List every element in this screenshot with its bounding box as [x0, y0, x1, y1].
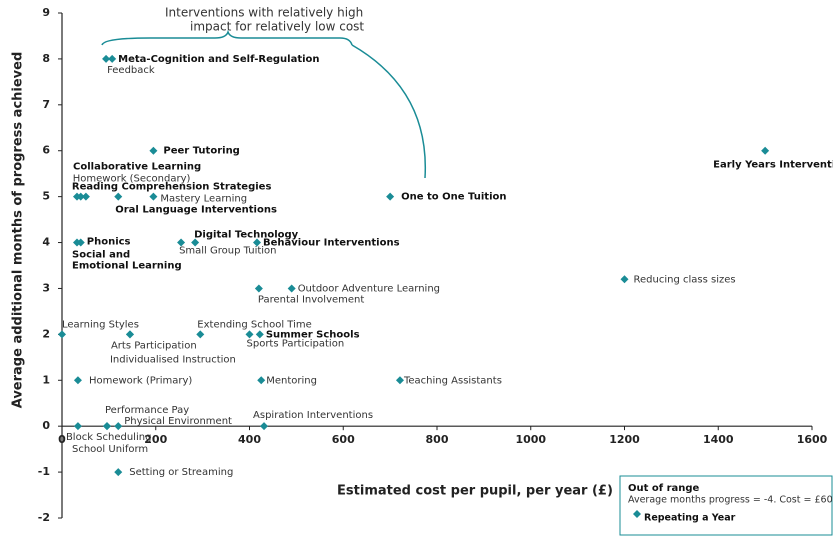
point-label: Homework (Primary) [89, 375, 192, 386]
marker [191, 238, 200, 247]
annotation-arrow [351, 44, 427, 179]
y-tick-label: 7 [42, 98, 50, 111]
marker [260, 422, 269, 431]
point-label: Early Years Intervention [713, 160, 833, 171]
x-axis-title: Estimated cost per pupil, per year (£) [337, 484, 613, 499]
point-label: Behaviour Interventions [263, 238, 400, 249]
point-label: Summer Schools [266, 329, 360, 340]
marker [149, 146, 158, 155]
point-label: Phonics [87, 237, 131, 248]
marker [255, 330, 264, 339]
x-tick-label: 1200 [609, 433, 640, 446]
point-label: Homework (Secondary) [73, 174, 191, 185]
marker [73, 238, 81, 247]
point-label: Performance Pay [105, 405, 189, 416]
marker [386, 192, 395, 201]
marker [761, 146, 770, 155]
marker [254, 284, 263, 293]
marker [287, 284, 296, 293]
marker [73, 376, 82, 385]
out-of-range-box [619, 475, 833, 536]
y-tick-label: 2 [42, 327, 50, 340]
brace [101, 29, 353, 46]
point-label: Digital Technology [194, 230, 299, 241]
point-label: One to One Tuition [401, 192, 506, 203]
marker [245, 330, 254, 339]
marker [253, 238, 261, 247]
point-label: Block Scheduling [66, 432, 152, 443]
marker [114, 422, 123, 431]
out-of-range-label: Repeating a Year [644, 513, 736, 524]
point-label: School Uniform [72, 444, 148, 455]
point-label: Arts Participation [111, 340, 197, 351]
x-tick-label: 800 [426, 433, 449, 446]
y-tick-label: 1 [42, 373, 50, 386]
point-label: Peer Tutoring [163, 146, 239, 157]
point-label: Oral Language Interventions [115, 205, 277, 216]
point-label: Individualised Instruction [110, 354, 236, 365]
marker [73, 422, 82, 431]
point-label: Reducing class sizes [634, 274, 736, 285]
label-line: Social and [72, 250, 134, 261]
y-axis-title: Average additional months of progress ac… [11, 52, 26, 409]
out-of-range-marker [633, 510, 641, 518]
x-tick-label: 600 [332, 433, 355, 446]
point-label: Collaborative Learning [73, 162, 201, 173]
x-tick-label: 200 [144, 433, 167, 446]
marker [149, 192, 158, 201]
out-of-range-text: Average months progress = -4. Cost = £60… [628, 495, 833, 506]
point-label: Teaching Assistants [403, 375, 502, 386]
point-label: Outdoor Adventure Learning [298, 283, 440, 294]
point-label: Meta-Cognition and Self-Regulation [118, 54, 319, 65]
y-tick-label: 0 [42, 419, 50, 432]
point-label: Mastery Learning [160, 194, 247, 205]
y-tick-label: 3 [42, 281, 50, 294]
marker [81, 192, 90, 201]
point-label: Small Group Tuition [179, 246, 276, 257]
marker [114, 192, 123, 201]
y-tick-label: -2 [38, 511, 50, 524]
x-tick-label: 400 [238, 433, 261, 446]
marker [114, 468, 123, 477]
y-tick-label: 8 [42, 52, 50, 65]
x-tick-label: 1600 [797, 433, 828, 446]
x-tick-label: 1000 [515, 433, 546, 446]
point-label: Physical Environment [124, 416, 232, 427]
y-tick-label: 5 [42, 190, 50, 203]
marker [620, 275, 629, 284]
marker [102, 54, 111, 63]
y-tick-label: -1 [38, 465, 50, 478]
point-label: Mentoring [266, 375, 317, 386]
marker [76, 192, 85, 201]
marker [103, 422, 111, 431]
point-label: Social and Emotional Learning [72, 250, 182, 272]
point-label: Parental Involvement [258, 294, 365, 305]
y-tick-label: 9 [42, 6, 50, 19]
point-label: Sports Participation [247, 338, 345, 349]
marker [196, 330, 205, 339]
label-line: Emotional Learning [72, 261, 182, 272]
annotation: Interventions with relatively high [165, 6, 363, 20]
marker [177, 238, 186, 247]
marker [58, 330, 66, 339]
x-tick-label: 0 [58, 433, 66, 446]
marker [125, 330, 134, 339]
point-label: Learning Styles [62, 319, 139, 330]
marker [395, 376, 404, 385]
y-tick-label: 6 [42, 144, 50, 157]
y-tick-label: 4 [42, 236, 50, 249]
point-label: Extending School Time [197, 319, 312, 330]
out-of-range-title: Out of range [628, 483, 700, 494]
point-label: Setting or Streaming [129, 467, 233, 478]
marker [108, 54, 117, 63]
point-label: Feedback [107, 65, 155, 76]
point-label: Reading Comprehension Strategies [72, 182, 272, 193]
annotation: impact for relatively low cost [190, 20, 364, 34]
x-tick-label: 1400 [703, 433, 734, 446]
point-label: Aspiration Interventions [253, 410, 373, 421]
marker [257, 376, 266, 385]
